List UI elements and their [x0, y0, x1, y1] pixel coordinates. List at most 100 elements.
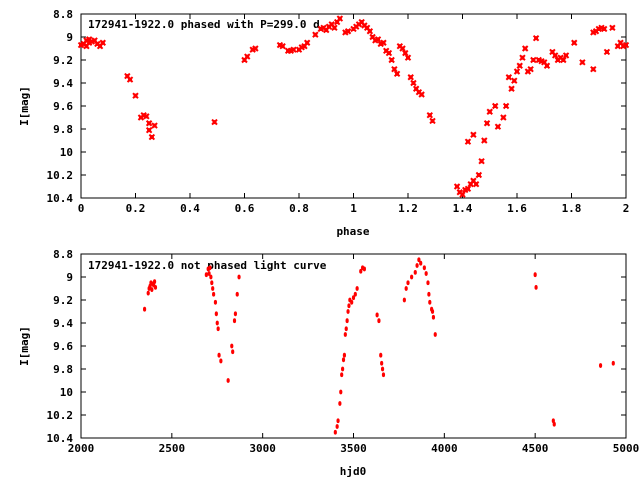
phased-data-point — [404, 54, 412, 61]
phased-data-point — [453, 183, 461, 190]
unphased-data-point — [207, 271, 211, 276]
phased-data-point — [551, 52, 559, 59]
unphased-data-point — [233, 311, 238, 317]
unphased-data-point — [216, 326, 220, 332]
unphased-x-tick-label: 2500 — [159, 442, 186, 455]
unphased-data-point — [379, 352, 383, 358]
unphased-data-point — [426, 280, 430, 286]
unphased-chart-title: 172941-1922.0 not phased light curve — [88, 259, 327, 272]
phased-y-tick-label: 10.4 — [47, 192, 74, 205]
phased-data-point — [145, 126, 153, 134]
unphased-data-point — [402, 297, 406, 303]
phased-data-point — [99, 39, 107, 46]
unphased-x-tick-label: 4500 — [522, 442, 549, 455]
phased-y-tick-label: 9.2 — [53, 54, 73, 67]
phased-data-point — [472, 180, 480, 188]
phased-data-point — [366, 28, 374, 35]
unphased-data-point — [353, 291, 357, 297]
phased-y-tick-label: 9.8 — [53, 123, 73, 136]
phased-data-point — [211, 118, 218, 126]
unphased-data-point — [212, 291, 216, 297]
phased-data-points — [77, 15, 630, 198]
phased-data-point — [393, 70, 401, 78]
unphased-light-curve-panel: 172941-1922.0 not phased light curve hjd… — [18, 248, 639, 478]
unphased-data-point — [146, 290, 150, 296]
phased-data-point — [151, 122, 158, 129]
unphased-data-point — [431, 314, 436, 320]
phased-x-tick-label: 1 — [350, 202, 357, 215]
phased-y-tick-label: 9 — [66, 31, 73, 44]
phased-x-tick-label: 2 — [623, 202, 630, 215]
phased-data-point — [530, 56, 537, 64]
unphased-data-point — [333, 429, 337, 435]
phased-y-tick-label: 10 — [60, 146, 73, 159]
phased-light-curve-panel: 172941-1922.0 phased with P=299.0 d phas… — [18, 8, 629, 238]
unphased-x-tick-label: 4000 — [431, 442, 458, 455]
phased-data-point — [143, 113, 150, 120]
phased-data-point — [590, 65, 597, 73]
phased-x-tick-label: 0 — [78, 202, 85, 215]
phased-data-point — [385, 49, 393, 57]
unphased-data-point — [235, 291, 239, 297]
phased-data-point — [252, 45, 259, 52]
phased-data-point — [344, 28, 352, 35]
phased-data-point — [470, 131, 477, 138]
unphased-y-tick-label: 9.4 — [53, 317, 73, 330]
unphased-y-tick-label: 9 — [66, 271, 73, 284]
phased-data-point — [331, 24, 338, 32]
unphased-data-point — [344, 326, 348, 332]
unphased-data-point — [433, 332, 437, 337]
unphased-data-point — [339, 389, 343, 395]
phased-data-point — [429, 117, 436, 125]
phased-data-point — [521, 45, 529, 52]
unphased-data-point — [413, 270, 417, 275]
phased-y-tick-label: 8.8 — [53, 8, 73, 21]
phased-data-point — [603, 48, 611, 56]
unphased-data-point — [410, 274, 414, 280]
unphased-data-point — [237, 274, 241, 280]
unphased-data-point — [230, 343, 234, 349]
unphased-data-point — [355, 286, 359, 291]
phased-data-point — [491, 102, 499, 110]
unphased-data-point — [347, 303, 351, 309]
phased-data-point — [532, 34, 540, 42]
unphased-data-point — [381, 372, 386, 378]
unphased-data-point — [150, 287, 154, 293]
phased-data-point — [516, 62, 523, 69]
unphased-data-point — [362, 266, 366, 272]
phased-data-point — [303, 39, 311, 46]
unphased-x-tick-label: 3500 — [340, 442, 367, 455]
phased-data-point — [494, 123, 502, 130]
phased-data-point — [145, 120, 153, 127]
unphased-data-point — [345, 318, 349, 324]
unphased-x-tick-label: 5000 — [613, 442, 640, 455]
unphased-data-point — [209, 274, 213, 280]
unphased-data-point — [406, 280, 410, 286]
phased-x-tick-label: 1.6 — [507, 202, 527, 215]
unphased-data-point — [351, 295, 356, 301]
unphased-y-tick-label: 10 — [60, 386, 73, 399]
unphased-data-point — [428, 299, 432, 305]
unphased-data-point — [341, 366, 345, 372]
phased-data-point — [290, 46, 297, 53]
phased-data-point — [519, 54, 526, 61]
phased-y-axis-label: I[mag] — [18, 86, 31, 126]
unphased-data-point — [380, 360, 384, 366]
unphased-data-points — [142, 257, 615, 435]
phased-data-point — [560, 56, 567, 64]
phased-data-point — [380, 39, 387, 46]
unphased-y-tick-label: 9.6 — [53, 340, 73, 353]
phased-data-point — [459, 191, 466, 198]
phased-data-point — [622, 41, 630, 49]
phased-data-point — [562, 52, 570, 59]
unphased-data-point — [215, 320, 219, 326]
phased-data-point — [312, 31, 319, 38]
unphased-data-point — [153, 284, 158, 290]
unphased-data-point — [142, 306, 147, 312]
unphased-x-axis-label: hjd0 — [340, 465, 367, 478]
phased-y-tick-label: 9.4 — [53, 77, 73, 90]
unphased-data-point — [213, 299, 218, 305]
phased-data-point — [513, 68, 521, 75]
phased-data-point — [391, 65, 398, 73]
